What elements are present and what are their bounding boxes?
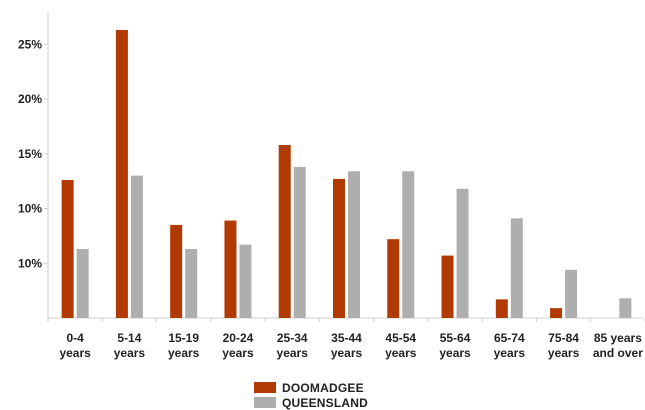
bar-doomadgee-2 [170,224,183,318]
x-category-label: years [439,346,471,360]
x-category-label: 85 years [594,331,642,345]
x-category-label: years [277,346,309,360]
x-category-label: years [548,346,580,360]
bar-queensland-10 [619,298,632,318]
x-category-label: 0-4 [66,331,84,345]
legend-item-queensland: QUEENSLAND [254,395,368,410]
category-labels: 0-4years5-14years15-19years20-24years25-… [59,331,643,360]
bar-doomadgee-3 [224,220,237,318]
bar-doomadgee-8 [495,299,508,318]
y-tick-label: 20% [18,92,42,106]
bar-queensland-3 [239,244,252,318]
bar-queensland-1 [130,175,143,318]
y-tick-label: 25% [18,37,42,51]
x-category-label: 55-64 [440,331,471,345]
x-category-label: 45-54 [385,331,416,345]
bar-queensland-4 [293,166,306,318]
bar-doomadgee-5 [333,178,345,318]
x-category-label: 25-34 [277,331,308,345]
y-tick-label: 10% [18,202,42,216]
legend: DOOMADGEE QUEENSLAND [254,380,368,410]
x-category-label: 75-84 [548,331,579,345]
x-category-label: and over [593,346,643,360]
bar-doomadgee-0 [61,180,74,318]
x-category-label: years [494,346,526,360]
bar-queensland-0 [76,249,89,318]
y-axis: 10% 10% 15% 20% 25% [18,12,49,318]
bar-doomadgee-7 [441,255,454,318]
x-category-label: years [114,346,146,360]
bar-queensland-8 [510,218,523,318]
bar-queensland-5 [348,171,360,318]
bar-doomadgee-9 [550,308,563,318]
legend-label-doomadgee: DOOMADGEE [282,380,364,395]
x-category-label: years [59,346,91,360]
x-category-label: years [331,346,363,360]
bar-queensland-2 [185,249,198,318]
x-category-label: years [222,346,254,360]
y-tick-label: 15% [18,147,42,161]
x-category-label: 5-14 [117,331,141,345]
legend-swatch-doomadgee [254,382,276,393]
x-category-label: 20-24 [223,331,254,345]
legend-swatch-queensland [254,397,276,408]
bar-doomadgee-6 [387,239,400,318]
x-category-label: 15-19 [168,331,199,345]
bar-queensland-9 [565,269,578,318]
y-tick-label: 10% [18,256,42,270]
bars [61,30,632,318]
x-category-label: 35-44 [331,331,362,345]
x-category-label: years [168,346,200,360]
legend-item-doomadgee: DOOMADGEE [254,380,368,395]
bar-queensland-6 [402,171,415,318]
x-axis [47,317,645,322]
bar-doomadgee-1 [115,30,128,318]
legend-label-queensland: QUEENSLAND [282,395,369,410]
bar-queensland-7 [456,188,469,318]
bar-doomadgee-4 [278,144,291,318]
x-category-label: 65-74 [494,331,525,345]
x-category-label: years [385,346,417,360]
